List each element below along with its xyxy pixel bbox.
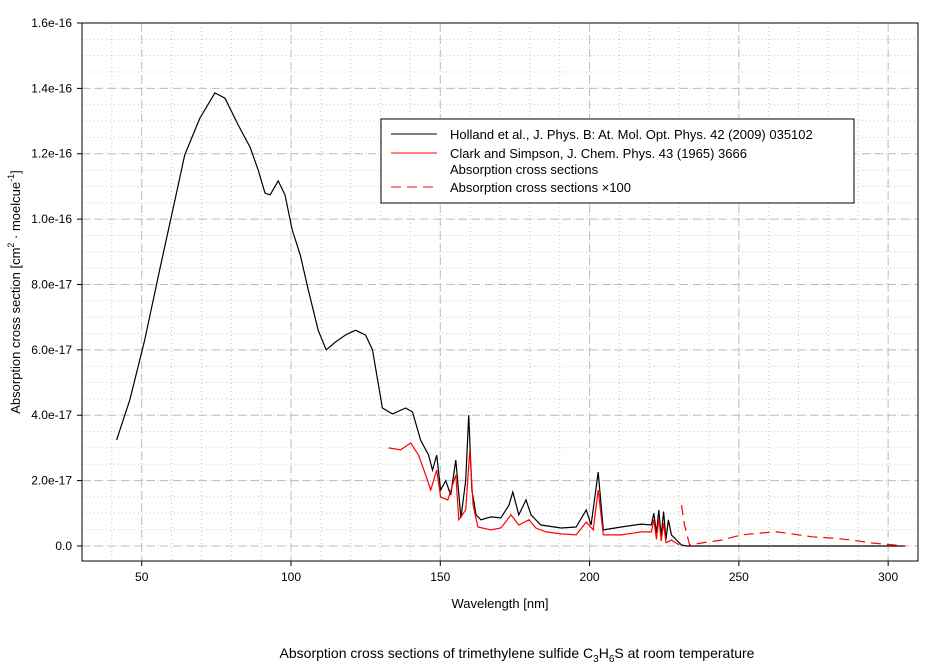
plot-frame <box>81 22 919 562</box>
y-tick-label: 1.0e-16 <box>31 212 72 226</box>
series-line-0 <box>116 92 906 547</box>
series-line-2 <box>680 505 906 547</box>
legend-box <box>380 118 855 204</box>
legend: Holland et al., J. Phys. B: At. Mol. Opt… <box>380 118 855 204</box>
x-tick-label: 300 <box>878 570 898 584</box>
x-tick-label: 250 <box>729 570 749 584</box>
y-axis-label: Absorption cross section [cm2 · moelcue-… <box>6 170 23 414</box>
legend-label-clark: Clark and Simpson, J. Chem. Phys. 43 (19… <box>450 146 747 161</box>
y-tick-label: 8.0e-17 <box>31 277 72 291</box>
x-tick-label: 100 <box>281 570 301 584</box>
y-tick-label: 4.0e-17 <box>31 408 72 422</box>
series-layer <box>116 92 906 547</box>
legend-label-x100: Absorption cross sections ×100 <box>450 180 631 195</box>
x-tick-label: 200 <box>580 570 600 584</box>
grid <box>82 22 918 561</box>
legend-label-absorption: Absorption cross sections <box>450 162 599 177</box>
ticks: 50 100 150 200 250 300 0.0 2.0e-17 4.0e-17 6.0e-1… <box>31 16 898 584</box>
x-tick-label: 50 <box>135 570 149 584</box>
x-axis-label: Wavelength [nm] <box>451 596 548 611</box>
series-line-1 <box>388 442 680 546</box>
y-tick-label: 0.0 <box>55 539 72 553</box>
y-tick-label: 1.4e-16 <box>31 81 72 95</box>
x-tick-label: 150 <box>430 570 450 584</box>
legend-label-holland: Holland et al., J. Phys. B: At. Mol. Opt… <box>450 127 813 142</box>
chart-title: Absorption cross sections of trimethylen… <box>280 645 755 665</box>
y-tick-label: 1.6e-16 <box>31 16 72 30</box>
y-tick-label: 1.2e-16 <box>31 147 72 161</box>
y-tick-label: 2.0e-17 <box>31 474 72 488</box>
y-tick-label: 6.0e-17 <box>31 343 72 357</box>
